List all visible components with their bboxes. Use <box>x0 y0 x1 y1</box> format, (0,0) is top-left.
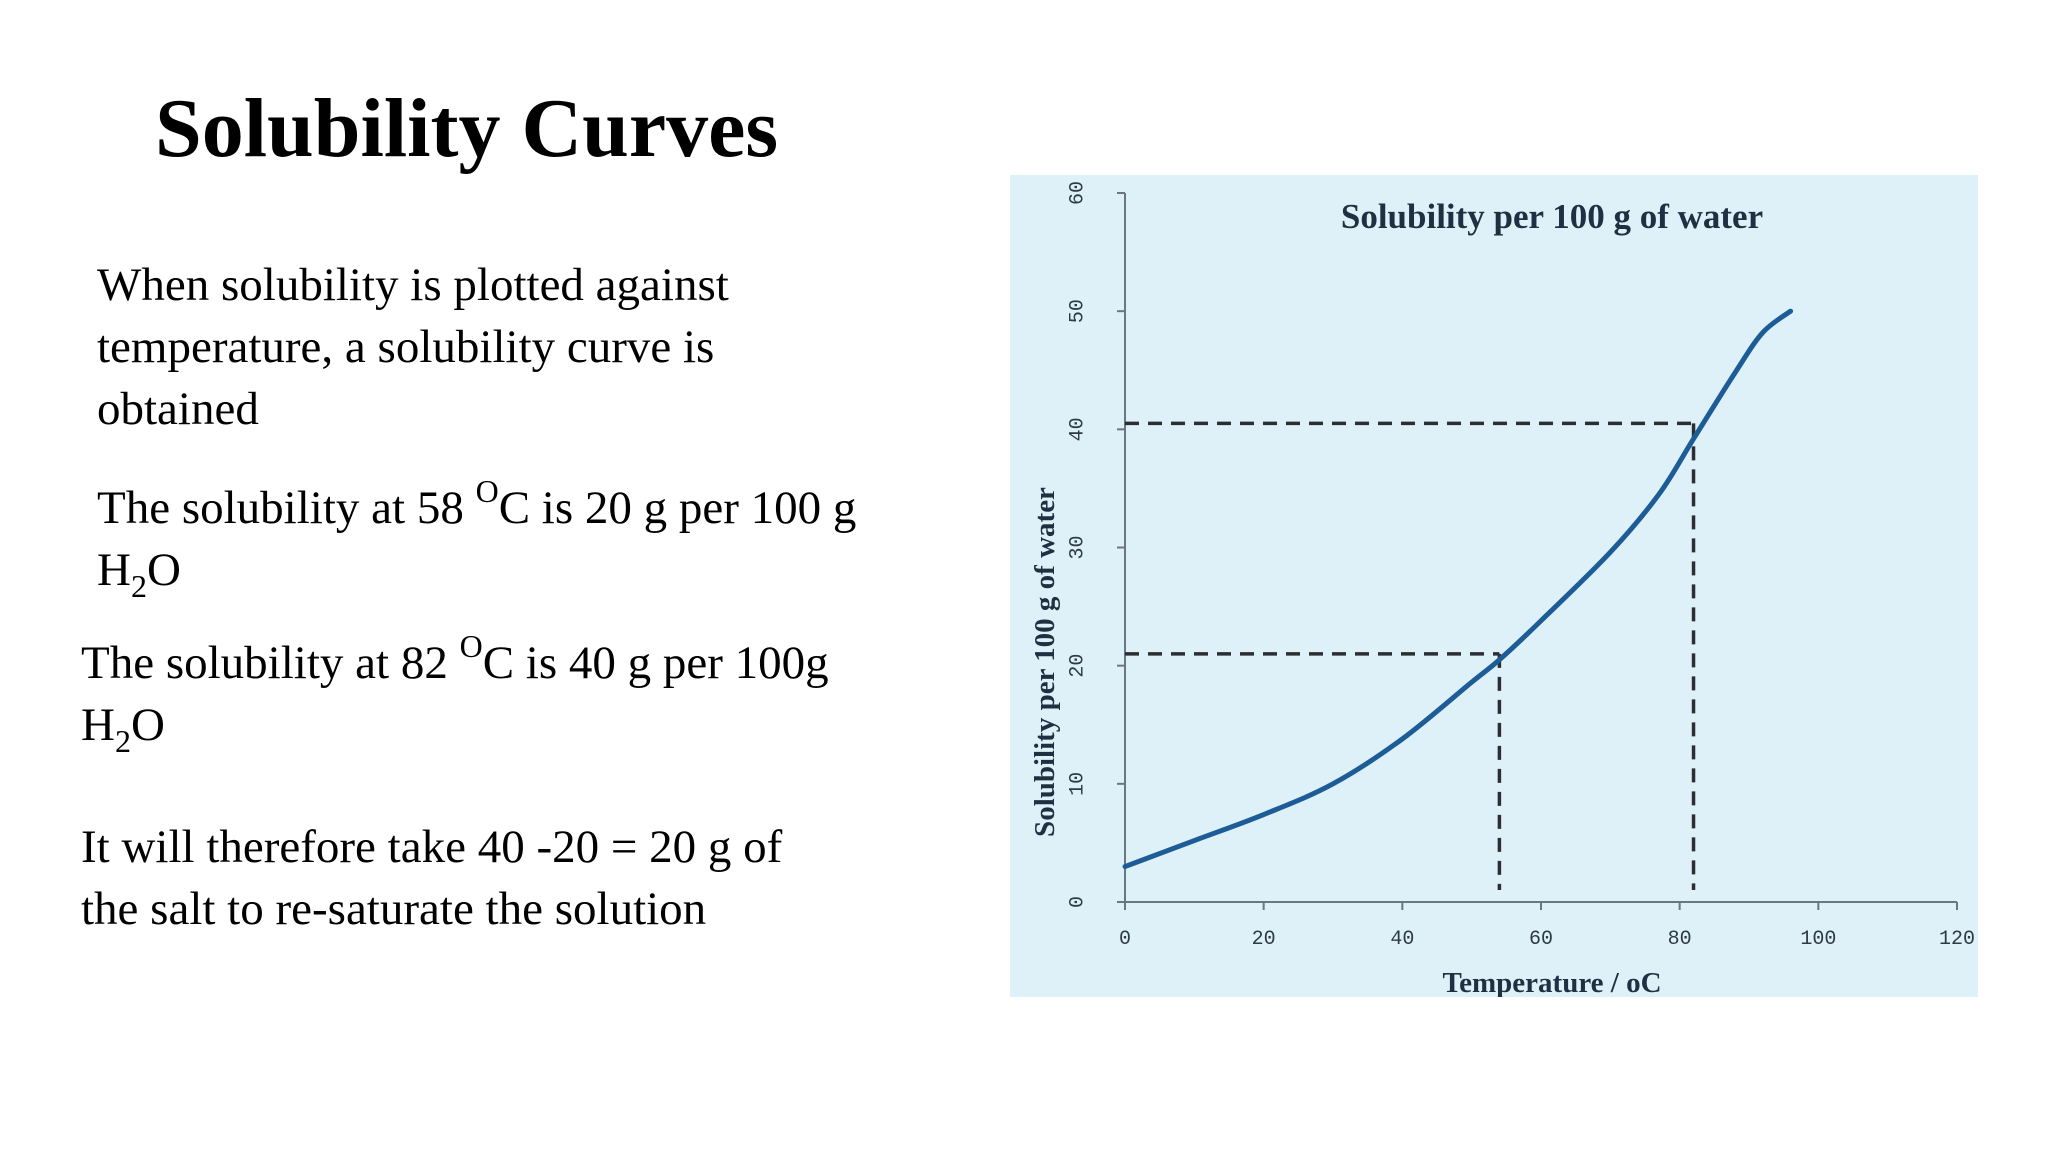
chart-title: Solubility per 100 g of water <box>1341 197 1763 236</box>
y-tick-label: 10 <box>1067 772 1090 796</box>
slide-title: Solubility Curves <box>155 82 779 175</box>
paragraph-resaturate-calculation: It will therefore take 40 -20 = 20 g of … <box>81 821 783 935</box>
paragraph-solubility-82c: The solubility at 82 OC is 40 g per 100g… <box>81 630 841 760</box>
x-axis-label: Temperature / oC <box>1442 967 1661 997</box>
x-tick-label: 60 <box>1529 928 1553 951</box>
paragraph-solubility-58c: The solubility at 58 OC is 20 g per 100 … <box>97 475 857 605</box>
text-segment: The solubility at 82 <box>81 637 460 689</box>
series-layer <box>1122 308 1794 870</box>
y-tick-label: 40 <box>1067 417 1090 441</box>
y-tick-label: 0 <box>1067 896 1090 908</box>
text-segment: The solubility at 58 <box>97 482 476 534</box>
y-axis-label: Solubility per 100 g of water <box>1029 487 1061 837</box>
x-tick-label: 100 <box>1800 928 1836 951</box>
paragraph-solubility-curve-definition: When solubility is plotted against tempe… <box>97 259 729 435</box>
subscript-two: 2 <box>130 568 147 605</box>
y-tick-label: 60 <box>1067 181 1090 205</box>
x-tick-label: 20 <box>1252 928 1276 951</box>
chart-canvas: Solubility per 100 g of water Temperatur… <box>1029 181 1976 997</box>
text-segment: O <box>146 544 181 596</box>
x-tick-label: 80 <box>1668 928 1692 951</box>
reference-lines <box>1125 421 1696 890</box>
subscript-two: 2 <box>114 723 131 760</box>
text-segment: C is 40 g per 100g H <box>81 637 829 751</box>
degree-superscript: O <box>459 628 483 665</box>
y-tick-label: 30 <box>1067 535 1090 559</box>
y-tick-label: 50 <box>1067 299 1090 323</box>
axes: 0 10 20 30 40 50 60 0 20 40 60 80 100 120 <box>1067 181 1976 951</box>
text-segment: C is 20 g per 100 g H <box>97 482 857 596</box>
text-segment: O <box>130 699 165 751</box>
solubility-chart: Solubility per 100 g of water Temperatur… <box>1010 175 1978 997</box>
degree-superscript: O <box>475 473 499 510</box>
x-tick-label: 40 <box>1390 928 1414 951</box>
x-tick-label: 120 <box>1939 928 1975 951</box>
y-tick-label: 20 <box>1067 654 1090 678</box>
solubility-curve-line <box>1122 308 1794 870</box>
x-tick-label: 0 <box>1119 928 1131 951</box>
